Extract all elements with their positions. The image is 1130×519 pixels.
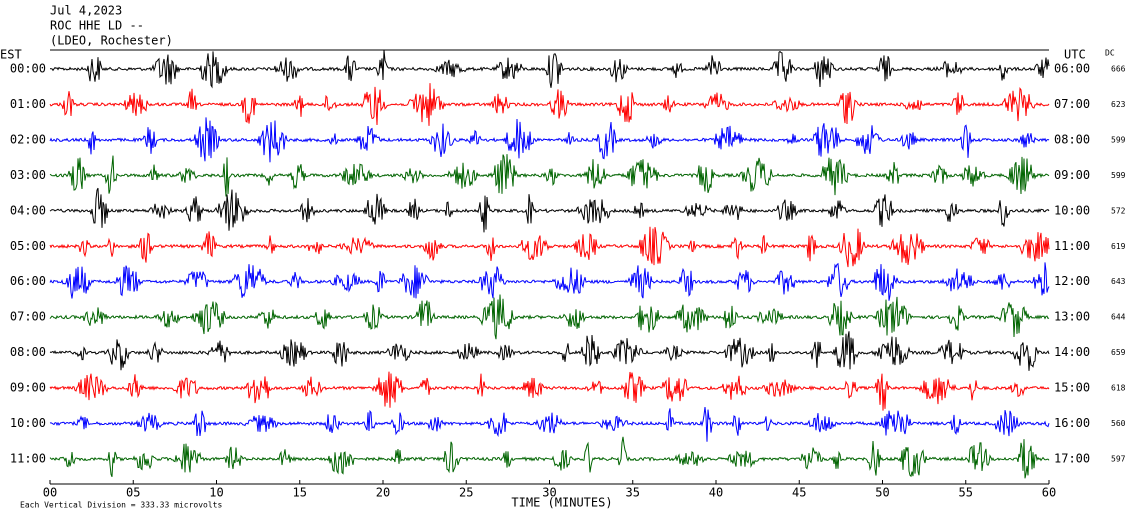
dc-value: 666: [1111, 65, 1126, 74]
trace: [49, 154, 1050, 197]
x-tick-label: 05: [126, 486, 140, 500]
est-label: 05:00: [10, 239, 46, 253]
utc-label: 14:00: [1054, 345, 1090, 359]
utc-label: 09:00: [1054, 168, 1090, 182]
est-label: 01:00: [10, 97, 46, 111]
x-tick-label: 15: [293, 486, 307, 500]
scale-note: Each Vertical Division = 333.33 microvol…: [20, 501, 222, 510]
x-tick-label: 60: [1042, 486, 1056, 500]
dc-value: 599: [1111, 135, 1126, 144]
trace: [49, 117, 1050, 163]
est-label: 07:00: [10, 310, 46, 324]
trace: [49, 187, 1050, 233]
trace: [49, 331, 1050, 371]
utc-label: 11:00: [1054, 239, 1090, 253]
est-label: 00:00: [10, 62, 46, 76]
x-tick-label: 20: [376, 486, 390, 500]
trace: [49, 226, 1050, 268]
dc-value: 619: [1111, 242, 1126, 251]
utc-label: 06:00: [1054, 62, 1090, 76]
x-tick-label: 45: [792, 486, 806, 500]
dc-value: 618: [1111, 384, 1126, 393]
utc-label: 08:00: [1054, 132, 1090, 146]
dc-value: 599: [1111, 171, 1126, 180]
trace: [49, 436, 1050, 479]
x-tick-label: 50: [875, 486, 889, 500]
left-axis-label: EST: [0, 48, 22, 62]
x-tick-label: 30: [542, 486, 556, 500]
date: Jul 4,2023: [50, 4, 122, 18]
dc-value: 597: [1111, 454, 1126, 463]
trace: [49, 49, 1050, 89]
est-label: 10:00: [10, 416, 46, 430]
est-label: 09:00: [10, 381, 46, 395]
trace: [49, 407, 1050, 442]
est-label: 06:00: [10, 274, 46, 288]
utc-label: 16:00: [1054, 416, 1090, 430]
dc-value: 644: [1111, 313, 1126, 322]
dc-value: 560: [1111, 419, 1126, 428]
dc-value: 623: [1111, 100, 1126, 109]
dc-value: 643: [1111, 277, 1126, 286]
x-tick-label: 40: [709, 486, 723, 500]
x-tick-label: 10: [209, 486, 223, 500]
right-axis-label: UTC: [1064, 48, 1086, 62]
utc-label: 13:00: [1054, 310, 1090, 324]
trace: [49, 371, 1050, 411]
utc-label: 10:00: [1054, 203, 1090, 217]
utc-label: 15:00: [1054, 381, 1090, 395]
utc-label: 12:00: [1054, 274, 1090, 288]
x-tick-label: 55: [959, 486, 973, 500]
est-label: 03:00: [10, 168, 46, 182]
est-label: 04:00: [10, 203, 46, 217]
est-label: 08:00: [10, 345, 46, 359]
x-axis-label: TIME (MINUTES): [511, 496, 612, 510]
est-label: 11:00: [10, 451, 46, 465]
trace: [49, 83, 1050, 126]
utc-label: 07:00: [1054, 97, 1090, 111]
dc-label: DC: [1105, 49, 1115, 58]
est-label: 02:00: [10, 132, 46, 146]
x-tick-label: 25: [459, 486, 473, 500]
x-tick-label: 35: [626, 486, 640, 500]
dc-value: 659: [1111, 348, 1126, 357]
utc-label: 17:00: [1054, 451, 1090, 465]
trace: [49, 294, 1050, 340]
network: (LDEO, Rochester): [50, 34, 173, 48]
trace: [49, 262, 1050, 301]
dc-value: 572: [1111, 206, 1126, 215]
station: ROC HHE LD --: [50, 19, 144, 33]
x-tick-label: 00: [43, 486, 57, 500]
